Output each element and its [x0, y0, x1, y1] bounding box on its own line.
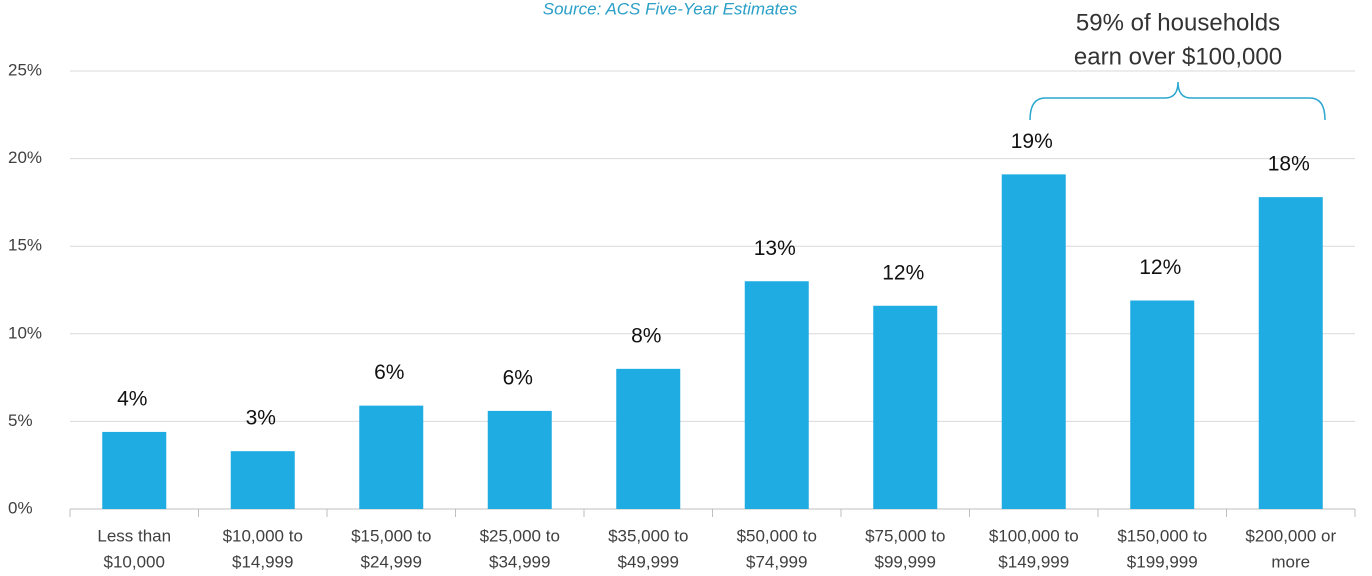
y-tick-label: 25% [8, 60, 42, 79]
x-tick-label: Less than [97, 526, 171, 545]
x-tick-label: $25,000 to [480, 526, 560, 545]
y-tick-label: 20% [8, 148, 42, 167]
bar [1001, 174, 1066, 510]
annotation: 59% of households [1076, 9, 1280, 36]
x-tick-label: more [1271, 552, 1310, 571]
data-label: 6% [503, 366, 533, 389]
bar [1130, 300, 1195, 509]
data-label: 3% [246, 407, 276, 430]
x-tick-label: $149,999 [998, 552, 1069, 571]
x-tick-label: $200,000 or [1245, 526, 1336, 545]
data-label: 4% [117, 387, 147, 410]
x-tick-label: $34,999 [489, 552, 550, 571]
y-tick-label: 0% [8, 498, 33, 517]
bar [359, 405, 424, 509]
bar [487, 410, 552, 509]
bar [744, 281, 809, 509]
annotation-bracket [1029, 81, 1326, 121]
data-label: 19% [1011, 130, 1053, 153]
x-tick-label: $75,000 to [865, 526, 945, 545]
x-tick-label: $74,999 [746, 552, 807, 571]
data-label: 18% [1268, 153, 1310, 176]
bar [102, 431, 167, 509]
bar [616, 368, 681, 509]
data-label: 12% [1139, 256, 1181, 279]
x-tick-label: $100,000 to [989, 526, 1079, 545]
y-tick-label: 10% [8, 323, 42, 342]
data-label: 13% [754, 237, 796, 260]
data-label: 8% [631, 324, 661, 347]
x-tick-label: $24,999 [361, 552, 422, 571]
y-tick-label: 15% [8, 236, 42, 255]
x-tick-label: $50,000 to [737, 526, 817, 545]
bar [873, 305, 938, 509]
y-tick-label: 5% [8, 411, 33, 430]
data-label: 6% [374, 361, 404, 384]
x-tick-label: $49,999 [618, 552, 679, 571]
x-tick-label: $14,999 [232, 552, 293, 571]
x-tick-label: $15,000 to [351, 526, 431, 545]
data-label: 12% [882, 261, 924, 284]
bar [1258, 197, 1323, 510]
x-tick-label: $150,000 to [1117, 526, 1207, 545]
annotation: earn over $100,000 [1074, 43, 1282, 70]
x-tick-label: $199,999 [1127, 552, 1198, 571]
x-tick-label: $10,000 to [223, 526, 303, 545]
bar [230, 451, 295, 509]
chart-title: Source: ACS Five-Year Estimates [543, 0, 798, 18]
x-tick-label: $35,000 to [608, 526, 688, 545]
x-tick-label: $99,999 [875, 552, 936, 571]
x-tick-label: $10,000 [104, 552, 165, 571]
